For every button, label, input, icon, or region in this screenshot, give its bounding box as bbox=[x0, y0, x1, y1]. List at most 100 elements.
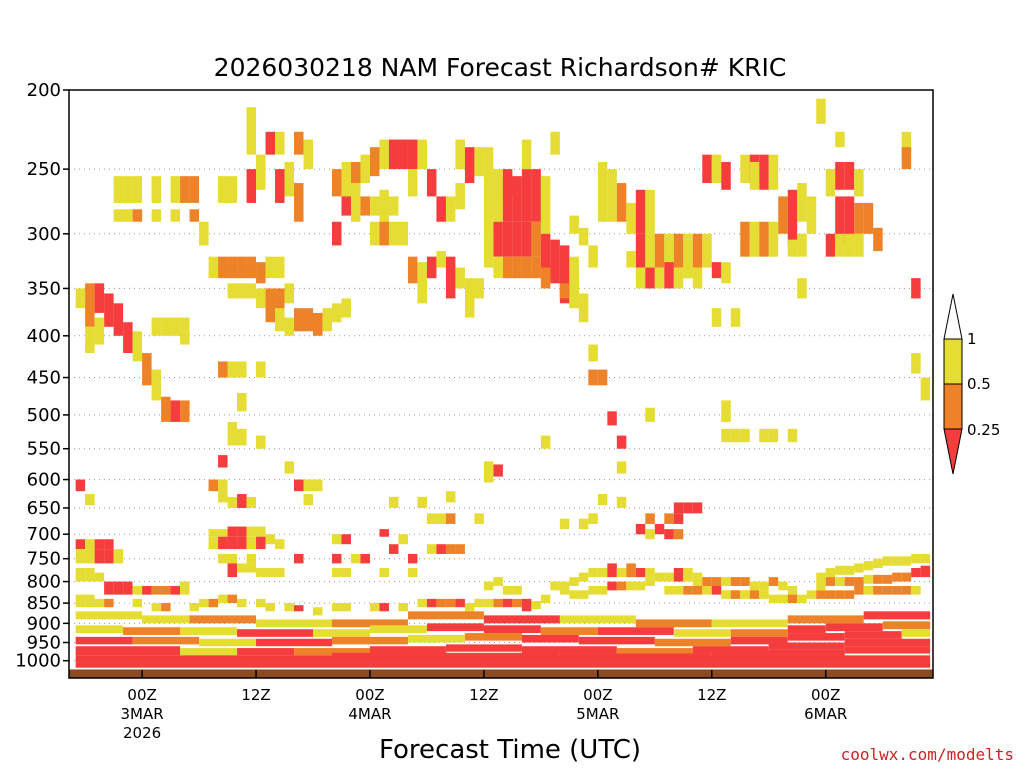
heat-cell-409 bbox=[749, 590, 760, 599]
heat-cell-387 bbox=[673, 568, 684, 582]
heat-cell-230 bbox=[294, 479, 304, 492]
heat-cell-440 bbox=[873, 574, 883, 584]
heat-cell-302 bbox=[455, 544, 465, 554]
heat-cell-266 bbox=[104, 539, 114, 550]
heat-cell-378 bbox=[588, 585, 598, 595]
heat-cell-118 bbox=[531, 221, 541, 257]
heat-cell-428 bbox=[873, 558, 883, 569]
plot-frame bbox=[68, 89, 934, 679]
heat-cell-37 bbox=[275, 288, 285, 323]
heat-cell-234 bbox=[75, 479, 86, 492]
heat-cell-247 bbox=[578, 518, 589, 530]
heat-cell-469 bbox=[426, 623, 484, 632]
heat-cell-109 bbox=[502, 176, 513, 222]
heat-cell-183 bbox=[863, 202, 874, 234]
xtick-label-48-0: 00Z bbox=[583, 686, 612, 704]
heat-cell-92 bbox=[417, 262, 427, 304]
heat-cell-21 bbox=[303, 139, 314, 170]
heat-cell-293 bbox=[265, 568, 276, 578]
ytick-label-550: 550 bbox=[27, 439, 61, 460]
heat-cell-88 bbox=[379, 221, 389, 246]
heat-cell-411 bbox=[768, 594, 779, 604]
heat-cell-349 bbox=[436, 598, 446, 608]
heat-cell-398 bbox=[778, 581, 788, 591]
heat-cell-311 bbox=[407, 568, 418, 578]
heat-cell-452 bbox=[142, 615, 190, 624]
heat-cell-139 bbox=[597, 161, 608, 222]
heat-cell-269 bbox=[104, 549, 114, 564]
heat-cell-66 bbox=[322, 308, 332, 332]
heat-cell-458 bbox=[559, 615, 636, 624]
heat-cell-228 bbox=[246, 496, 257, 508]
heat-cell-466 bbox=[237, 629, 314, 637]
heat-cell-334 bbox=[218, 594, 228, 604]
heat-cell-221 bbox=[237, 428, 247, 446]
heat-cell-486 bbox=[578, 636, 655, 645]
xtick-label-36-0: 12Z bbox=[469, 686, 498, 704]
heat-cell-22 bbox=[246, 107, 257, 155]
heat-cell-236 bbox=[483, 473, 494, 483]
xtick-label-0-1: 3MAR bbox=[121, 705, 164, 723]
heat-cell-344 bbox=[369, 603, 380, 612]
heat-cell-59 bbox=[256, 361, 266, 378]
heat-cell-420 bbox=[854, 585, 864, 595]
heat-cell-405 bbox=[711, 585, 722, 595]
heat-cell-316 bbox=[113, 581, 124, 595]
heat-cell-111 bbox=[521, 169, 532, 222]
heat-cell-148 bbox=[664, 233, 674, 284]
heat-cell-429 bbox=[882, 556, 893, 566]
heat-cell-477 bbox=[882, 621, 931, 630]
x-axis-label: Forecast Time (UTC) bbox=[379, 735, 641, 765]
heat-cell-325 bbox=[85, 594, 95, 608]
heat-cell-425 bbox=[844, 565, 855, 575]
heat-cell-390 bbox=[702, 577, 712, 591]
heat-cell-330 bbox=[161, 603, 171, 612]
heat-cell-142 bbox=[626, 202, 636, 234]
heat-cell-280 bbox=[237, 536, 247, 550]
heat-cell-426 bbox=[854, 563, 864, 573]
heat-cell-267 bbox=[75, 549, 95, 564]
heat-cell-481 bbox=[256, 638, 332, 647]
heat-cell-129 bbox=[540, 267, 551, 289]
heat-cell-508 bbox=[844, 646, 931, 654]
heat-cell-367 bbox=[569, 577, 579, 586]
heat-cell-305 bbox=[360, 553, 370, 564]
heat-cell-412 bbox=[778, 594, 788, 604]
heat-cell-468 bbox=[369, 625, 427, 634]
heat-cell-103 bbox=[455, 139, 465, 170]
heat-cell-62 bbox=[284, 317, 295, 336]
heat-cell-310 bbox=[379, 568, 389, 578]
heat-cell-166 bbox=[759, 154, 769, 190]
heat-cell-70 bbox=[341, 161, 351, 203]
heat-cell-212 bbox=[730, 428, 741, 443]
heat-cell-123 bbox=[483, 233, 494, 268]
heat-cell-229 bbox=[284, 461, 295, 474]
heat-cell-174 bbox=[797, 183, 807, 222]
heat-cell-23 bbox=[199, 221, 209, 246]
heat-cell-397 bbox=[768, 577, 779, 586]
heat-cell-304 bbox=[350, 553, 361, 564]
heat-cell-258 bbox=[673, 513, 684, 524]
heat-cell-140 bbox=[607, 169, 617, 222]
heat-cell-321 bbox=[161, 585, 171, 595]
heat-cell-285 bbox=[227, 553, 238, 564]
heat-cell-255 bbox=[683, 502, 693, 514]
heat-cell-292 bbox=[256, 568, 266, 578]
heat-cell-233 bbox=[303, 494, 314, 506]
heat-cell-167 bbox=[768, 154, 779, 190]
heat-cell-256 bbox=[692, 502, 703, 514]
heat-cell-424 bbox=[835, 565, 845, 575]
heat-cell-422 bbox=[816, 572, 826, 582]
xtick-label-0-2: 2026 bbox=[123, 724, 161, 742]
colorbar-swatch-05-1 bbox=[943, 338, 963, 385]
heat-cell-396 bbox=[759, 581, 769, 591]
heat-cell-413 bbox=[787, 594, 798, 604]
heat-cell-318 bbox=[132, 585, 143, 595]
heat-cell-82 bbox=[369, 196, 380, 216]
heat-cell-370 bbox=[597, 568, 608, 578]
colorbar: 1 0.5 0.25 bbox=[943, 293, 1000, 475]
heat-cell-436 bbox=[835, 577, 845, 586]
heat-cell-419 bbox=[844, 590, 855, 599]
heat-cell-1 bbox=[123, 176, 133, 203]
heat-cell-430 bbox=[892, 556, 902, 566]
